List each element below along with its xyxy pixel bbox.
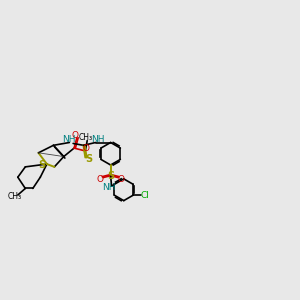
Text: S: S — [85, 154, 93, 164]
Text: NH: NH — [62, 135, 75, 144]
Text: O: O — [118, 175, 125, 184]
Text: CH₃: CH₃ — [78, 133, 92, 142]
Text: S: S — [107, 171, 114, 181]
Text: NH: NH — [91, 135, 104, 144]
Text: CH₃: CH₃ — [8, 192, 22, 201]
Text: S: S — [39, 160, 46, 170]
Text: NH: NH — [103, 183, 116, 192]
Text: Cl: Cl — [140, 191, 149, 200]
Text: O: O — [96, 175, 103, 184]
Text: O: O — [83, 144, 90, 153]
Text: O: O — [72, 131, 79, 140]
